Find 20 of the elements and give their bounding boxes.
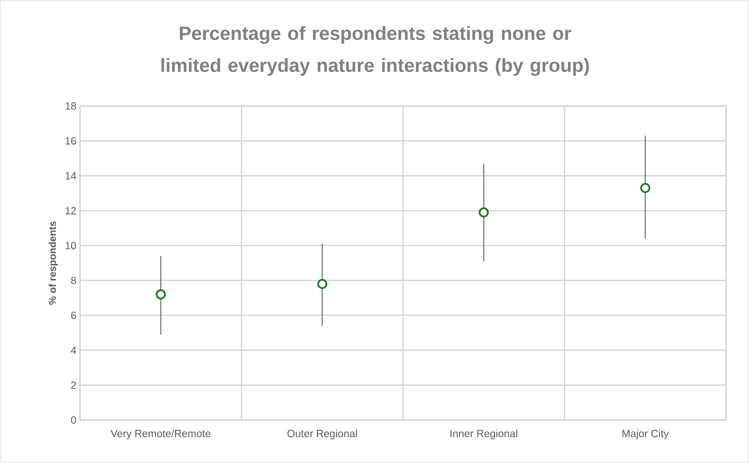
point [640,182,650,194]
y-tick-label: 2 [71,381,76,389]
y-tick-label: 14 [66,172,76,180]
y-tick-label: 0 [71,416,76,424]
point [156,289,166,300]
y-tick-label: 4 [70,346,76,354]
x-tick-label: Major City [622,430,669,440]
y-tick-label: 12 [66,207,76,214]
y-tick-label: 6 [71,312,76,320]
y-tick-label: 10 [66,242,76,250]
x-tick-label: Very Remote/Remote [110,430,210,440]
y-axis-title: % of respondents [48,221,58,305]
x-tick-label: Inner Regional [450,430,518,440]
y-tick-label: 18 [66,102,76,110]
point [478,207,489,218]
y-tick-label: 8 [71,276,76,284]
point [317,278,328,290]
chart-title: Percentage of respondents stating none or limited everyday nature interactions (by group) [161,26,589,76]
x-tick-label: Outer Regional [287,430,357,440]
y-tick-label: 16 [66,137,76,145]
